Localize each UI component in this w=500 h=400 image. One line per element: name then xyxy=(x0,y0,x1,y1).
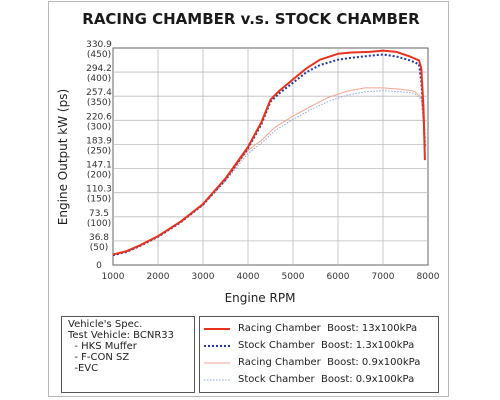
plot-area xyxy=(112,47,429,266)
x-tick-label: 1000 xyxy=(102,272,125,282)
y-tick-label: 147.1 xyxy=(86,161,112,171)
y-tick-label-ps: (50) xyxy=(90,243,108,253)
y-axis-title: Engine Output kW (ps) xyxy=(56,89,70,225)
y-tick-label-ps: (350) xyxy=(87,98,111,108)
spec-line: Vehicle's Spec. xyxy=(68,319,143,330)
x-tick-label: 3000 xyxy=(192,272,215,282)
x-tick-label: 8000 xyxy=(417,272,440,282)
legend-label: Stock Chamber Boost: 1.3x100kPa xyxy=(238,340,415,351)
spec-line: - F-CON SZ xyxy=(68,352,130,363)
y-tick-label: 183.9 xyxy=(86,136,112,146)
chart-frame: RACING CHAMBER v.s. STOCK CHAMBER 330.9(… xyxy=(48,1,449,397)
legend-item: Stock Chamber Boost: 1.3x100kPa xyxy=(204,337,438,354)
y-tick-label-ps: (100) xyxy=(87,219,111,229)
vehicle-spec-box: Vehicle's Spec. Test Vehicle: BCNR33 - H… xyxy=(61,316,195,393)
y-tick-label-ps: (300) xyxy=(87,122,111,132)
x-tick-label: 5000 xyxy=(282,272,305,282)
legend-label: Stock Chamber Boost: 0.9x100kPa xyxy=(238,374,415,385)
legend-item: Racing Chamber Boost: 13x100kPa xyxy=(204,320,438,337)
x-tick-label: 6000 xyxy=(327,272,350,282)
x-axis-title: Engine RPM xyxy=(225,291,296,305)
legend-label: Racing Chamber Boost: 13x100kPa xyxy=(238,323,418,334)
y-tick-label-ps: (450) xyxy=(87,50,111,60)
grid xyxy=(113,48,428,265)
x-tick-label: 2000 xyxy=(147,272,170,282)
chart: RACING CHAMBER v.s. STOCK CHAMBER 330.9(… xyxy=(56,10,440,305)
y-tick-label: 36.8 xyxy=(89,233,109,243)
spec-line: Test Vehicle: BCNR33 xyxy=(68,330,175,341)
legend: Racing Chamber Boost: 13x100kPa Stock Ch… xyxy=(199,316,439,393)
y-tick-label-ps: (250) xyxy=(87,146,111,156)
spec-line: -EVC xyxy=(68,363,99,374)
y-tick-label: 294.2 xyxy=(86,64,112,74)
y-ticks: 330.9(450) 294.2(400) 257.4(350) 220.6(300)… xyxy=(86,40,112,271)
series-layer xyxy=(112,49,426,257)
y-tick-label-ps: (200) xyxy=(87,171,111,181)
x-tick-label: 4000 xyxy=(237,272,260,282)
y-tick-label: 220.6 xyxy=(86,112,112,122)
legend-item: Stock Chamber Boost: 0.9x100kPa xyxy=(204,371,438,388)
y-tick-label-ps: (150) xyxy=(87,195,111,205)
legend-swatch xyxy=(204,379,230,380)
spec-line: - HKS Muffer xyxy=(68,341,137,352)
legend-item: Racing Chamber Boost: 0.9x100kPa xyxy=(204,354,438,371)
chart-title: RACING CHAMBER v.s. STOCK CHAMBER xyxy=(82,10,420,28)
x-ticks: 1000 2000 3000 4000 5000 6000 7000 8000 xyxy=(102,272,440,282)
y-tick-label-ps: (400) xyxy=(87,74,111,84)
x-tick-label: 7000 xyxy=(372,272,395,282)
y-tick-label: 257.4 xyxy=(86,88,112,98)
y-tick-label: 330.9 xyxy=(86,40,112,50)
legend-swatch xyxy=(204,362,230,363)
series-line xyxy=(112,49,426,256)
legend-label: Racing Chamber Boost: 0.9x100kPa xyxy=(238,357,421,368)
y-tick-label: 73.5 xyxy=(89,209,109,219)
legend-swatch xyxy=(204,344,230,347)
legend-swatch xyxy=(204,327,230,330)
y-tick-label: 0 xyxy=(96,261,102,271)
y-tick-label: 110.3 xyxy=(86,185,112,195)
